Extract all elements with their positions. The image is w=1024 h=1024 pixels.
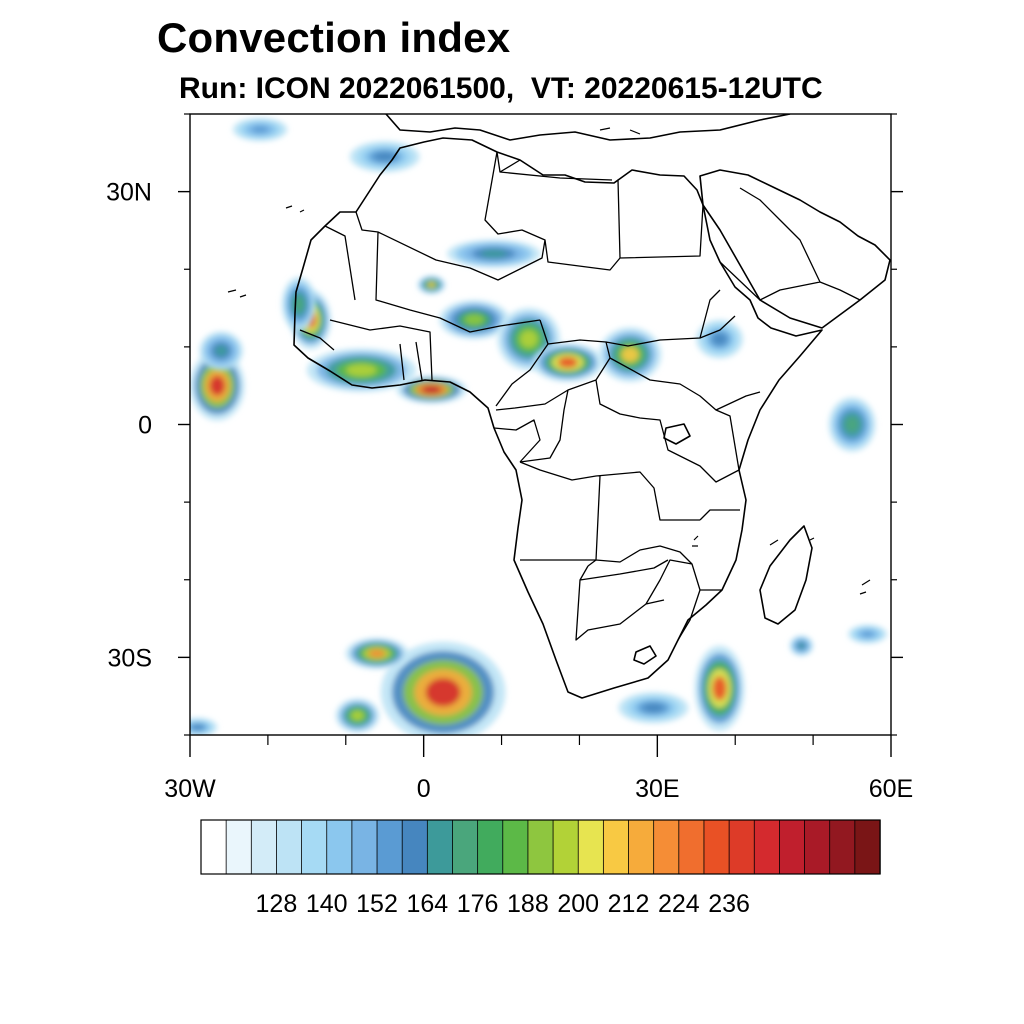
map-axes: 30N 0 30S 30W 0 30E 60E — [106, 113, 913, 803]
convection-cell — [190, 350, 245, 421]
lon-tick-label: 30W — [164, 775, 216, 803]
colorbar-swatch — [728, 819, 755, 875]
convection-cell — [232, 117, 288, 142]
colorbar-swatch — [804, 819, 831, 875]
convection-cell — [618, 692, 689, 724]
colorbar-frame — [200, 819, 881, 875]
convection-field — [190, 117, 888, 735]
convection-cell — [281, 277, 317, 332]
lon-tick-label: 60E — [869, 775, 913, 803]
lon-tick-label: 0 — [417, 775, 431, 803]
chart-title: Convection index — [157, 14, 511, 61]
colorbar-swatch — [276, 819, 303, 875]
africa-coastline — [293, 137, 823, 699]
convection-cell — [306, 348, 416, 392]
coastlines-and-borders — [227, 114, 891, 699]
colorbar-label: 176 — [457, 890, 499, 918]
islands — [227, 127, 871, 595]
colorbar-swatch — [452, 819, 479, 875]
colorbar-swatch — [653, 819, 680, 875]
colorbar-label: 128 — [256, 890, 298, 918]
colorbar-swatch — [225, 819, 252, 875]
colorbar-swatch — [376, 819, 403, 875]
lat-tick-label: 30S — [108, 644, 152, 672]
convection-cell — [789, 635, 814, 656]
colorbar-label: 140 — [306, 890, 348, 918]
europe-coastline — [385, 114, 791, 141]
colorbar-swatch — [250, 819, 278, 875]
colorbar-swatch — [426, 819, 454, 875]
colorbar: 128 140 152 164 176 188 200 212 224 236 — [200, 819, 881, 918]
map-frame — [189, 113, 892, 736]
colorbar-swatch — [351, 819, 378, 875]
colorbar-label: 224 — [658, 890, 700, 918]
colorbar-swatch — [703, 819, 730, 875]
arabia-coastline — [699, 169, 891, 329]
colorbar-swatch — [829, 819, 856, 875]
convection-cell — [598, 327, 662, 382]
convection-cell — [828, 397, 876, 452]
colorbar-label: 188 — [507, 890, 549, 918]
colorbar-swatch — [753, 819, 781, 875]
colorbar-swatch — [502, 819, 529, 875]
colorbar-swatch — [779, 819, 806, 875]
colorbar-swatch — [200, 819, 227, 875]
convection-cell — [380, 641, 506, 735]
colorbar-label: 152 — [356, 890, 398, 918]
country-borders — [299, 151, 861, 641]
lesotho-border — [633, 645, 657, 665]
colorbar-swatch — [577, 819, 605, 875]
colorbar-swatch — [602, 819, 630, 875]
convection-cell — [199, 331, 243, 371]
convection-cell — [848, 624, 888, 644]
lake-victoria — [663, 423, 691, 445]
convection-cell — [532, 343, 603, 382]
convection-cell — [190, 717, 218, 735]
colorbar-swatch — [301, 819, 328, 875]
colorbar-swatch — [552, 819, 579, 875]
colorbar-label: 164 — [406, 890, 448, 918]
colorbar-swatch — [628, 819, 655, 875]
colorbar-swatch — [527, 819, 554, 875]
convection-cell — [447, 239, 541, 268]
convection-cell — [335, 698, 380, 733]
colorbar-swatch — [477, 819, 504, 875]
colorbar-swatch — [854, 819, 881, 875]
madagascar-coastline — [759, 525, 813, 625]
colorbar-label: 236 — [708, 890, 750, 918]
convection-cell — [345, 638, 409, 669]
colorbar-label: 200 — [557, 890, 599, 918]
convection-cell — [696, 319, 743, 359]
colorbar-swatch — [326, 819, 353, 875]
colorbar-label: 212 — [608, 890, 650, 918]
lat-tick-label: 30N — [106, 179, 152, 207]
lon-tick-label: 30E — [635, 775, 679, 803]
chart-subtitle: Run: ICON 2022061500, VT: 20220615-12UTC — [179, 72, 823, 105]
colorbar-swatch — [678, 819, 705, 875]
convection-cell — [694, 645, 745, 732]
lat-tick-label: 0 — [138, 412, 152, 440]
colorbar-swatch — [401, 819, 429, 875]
convection-cell — [417, 275, 446, 295]
